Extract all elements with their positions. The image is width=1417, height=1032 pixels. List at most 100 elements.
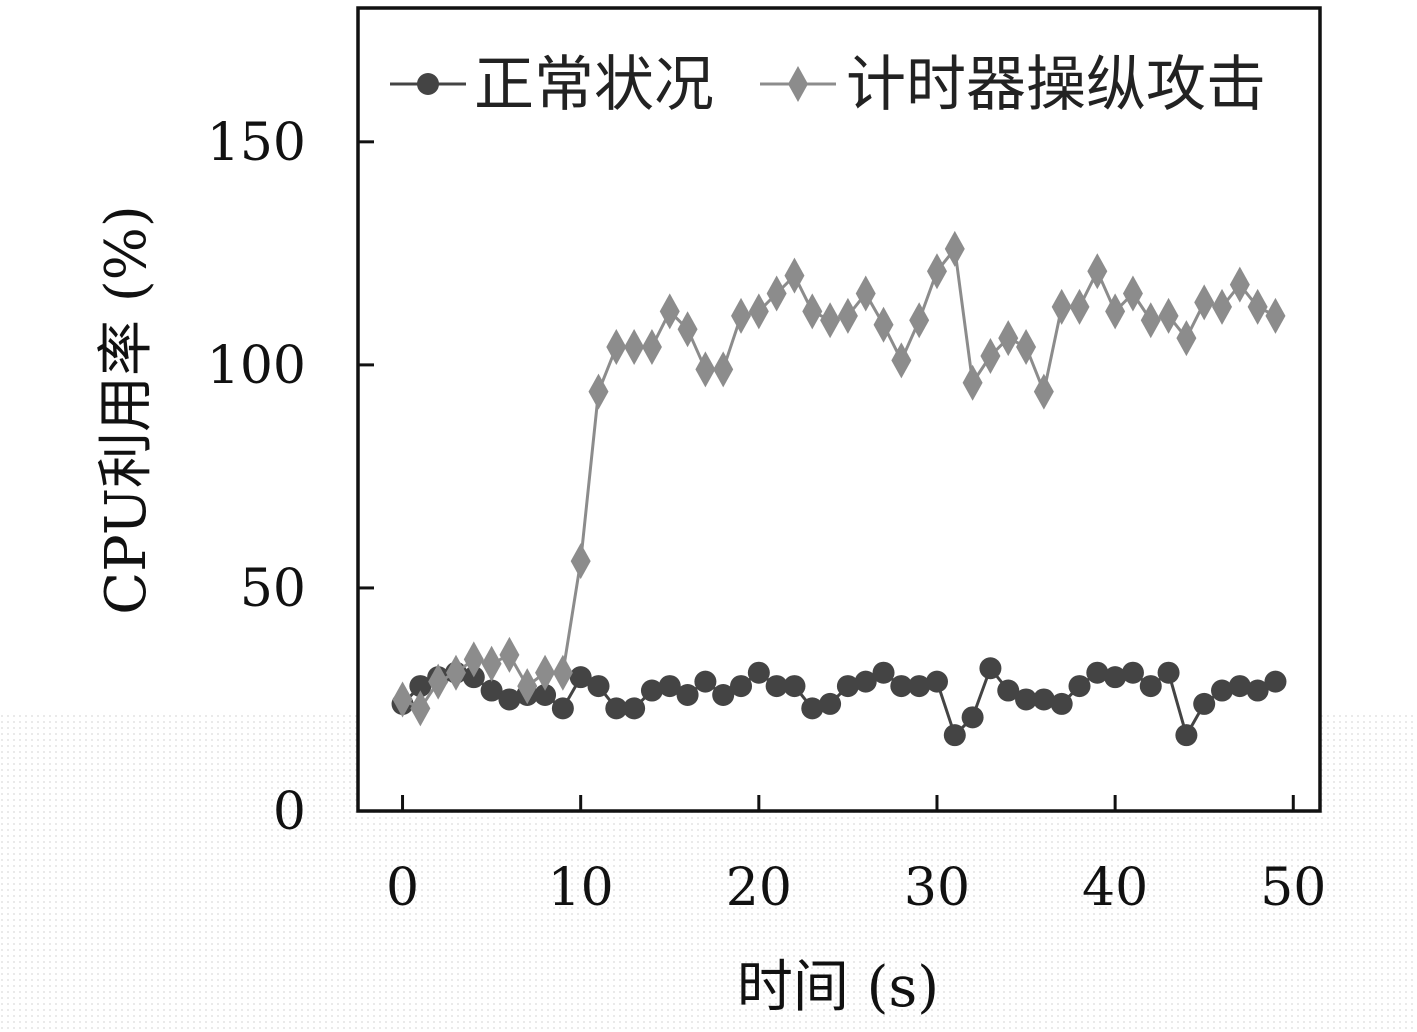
data-point — [659, 293, 680, 330]
data-point — [499, 636, 520, 673]
y-tick-label: 100 — [207, 336, 306, 396]
data-point — [980, 337, 1001, 374]
legend-label: 正常状况 — [474, 50, 714, 120]
data-point — [1121, 661, 1144, 684]
data-point — [873, 306, 894, 343]
data-point — [392, 681, 413, 718]
data-point — [1086, 661, 1109, 684]
x-tick-label: 10 — [548, 858, 614, 918]
data-point — [570, 543, 591, 580]
axis-ticks — [358, 140, 1295, 813]
data-point — [837, 297, 858, 334]
data-point — [784, 257, 805, 294]
data-point — [1247, 288, 1268, 325]
data-point — [694, 670, 717, 693]
data-point — [1264, 670, 1287, 693]
data-point — [1140, 302, 1161, 339]
data-point — [409, 675, 432, 698]
legend-marker-swatch — [788, 66, 808, 102]
data-point — [445, 654, 466, 691]
data-point — [1265, 297, 1286, 334]
x-tick-label: 0 — [386, 858, 419, 918]
data-point — [1087, 253, 1108, 290]
x-tick-label: 50 — [1260, 858, 1326, 918]
data-point — [410, 690, 431, 727]
data-point — [624, 329, 645, 366]
data-point — [481, 645, 502, 682]
data-point — [891, 342, 912, 379]
data-point — [819, 692, 842, 715]
data-point — [1228, 675, 1251, 698]
data-point — [1105, 293, 1126, 330]
data-point — [1193, 692, 1216, 715]
data-point — [1139, 675, 1162, 698]
data-point — [605, 697, 628, 720]
data-point — [1068, 675, 1091, 698]
data-point — [909, 302, 930, 339]
x-tick-label: 40 — [1082, 858, 1148, 918]
data-point — [588, 373, 609, 410]
data-point — [428, 663, 449, 700]
data-point — [747, 661, 770, 684]
data-point — [1033, 373, 1054, 410]
data-point — [944, 230, 965, 267]
data-point — [1015, 688, 1038, 711]
legend-item-2: 计时器操纵攻击 — [760, 50, 1266, 120]
data-point — [534, 684, 557, 707]
data-point — [1069, 288, 1090, 325]
data-point — [979, 657, 1002, 680]
data-point — [623, 697, 646, 720]
data-point — [801, 697, 824, 720]
data-point — [1194, 284, 1215, 321]
x-tick-label: 20 — [726, 858, 792, 918]
data-point — [640, 679, 663, 702]
data-point — [943, 724, 966, 747]
data-point — [997, 679, 1020, 702]
data-point — [872, 661, 895, 684]
legend: 正常状况 计时器操纵攻击 — [390, 50, 1266, 120]
y-tick-label: 50 — [240, 559, 306, 619]
data-point — [1032, 688, 1055, 711]
data-point — [535, 654, 556, 691]
data-point — [731, 297, 752, 334]
data-point — [677, 311, 698, 348]
data-point — [498, 688, 521, 711]
tick-labels: 0 10 20 30 40 50 0 50 100 150 — [207, 113, 1327, 918]
series-2 — [392, 230, 1286, 727]
data-point — [713, 351, 734, 388]
data-point — [551, 697, 574, 720]
series-1 — [391, 657, 1287, 747]
data-point — [748, 293, 769, 330]
data-point — [961, 706, 984, 729]
data-point — [1051, 288, 1072, 325]
data-point — [854, 670, 877, 693]
data-point — [712, 684, 735, 707]
data-point — [1246, 679, 1269, 702]
data-point — [1122, 275, 1143, 312]
y-tick-label: 150 — [207, 113, 306, 173]
series-layer — [391, 230, 1287, 747]
y-axis-title: CPU利用率 (%) — [94, 205, 159, 614]
data-point — [1157, 661, 1180, 684]
data-point — [926, 253, 947, 290]
data-point — [765, 675, 788, 698]
data-point — [1050, 692, 1073, 715]
data-point — [1229, 266, 1250, 303]
data-point — [1211, 679, 1234, 702]
data-point — [1104, 666, 1127, 689]
data-point — [1158, 297, 1179, 334]
data-point — [766, 275, 787, 312]
legend-marker-swatch — [417, 73, 439, 95]
data-point — [855, 275, 876, 312]
data-point — [641, 329, 662, 366]
plot-frame — [356, 6, 1322, 813]
data-point — [463, 641, 484, 678]
data-point — [658, 675, 681, 698]
data-point — [569, 666, 592, 689]
data-point — [480, 679, 503, 702]
legend-label: 计时器操纵攻击 — [846, 50, 1266, 120]
data-point — [1175, 724, 1198, 747]
data-point — [925, 670, 948, 693]
data-point — [802, 293, 823, 330]
